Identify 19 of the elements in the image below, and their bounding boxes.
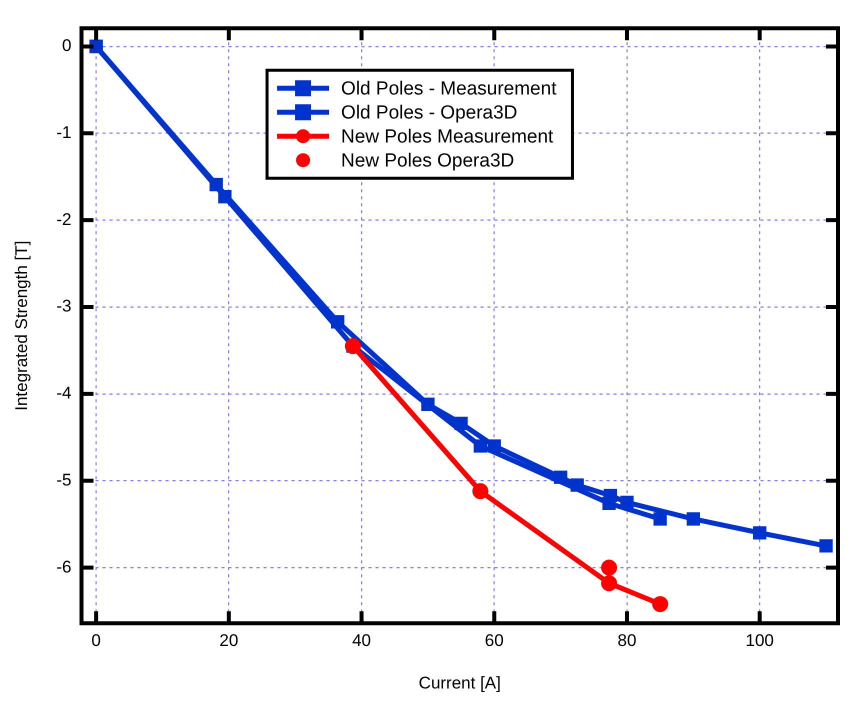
legend-label: Old Poles - Opera3D (341, 102, 518, 124)
legend-label: New Poles Measurement (341, 126, 554, 148)
y-tick-label: 0 (62, 36, 72, 56)
y-tick-label: -6 (56, 557, 72, 576)
y-tick-label: -5 (56, 470, 72, 490)
y-tick-label: -4 (56, 384, 72, 403)
x-tick-label: 0 (91, 631, 101, 650)
x-tick-label: 20 (219, 631, 238, 650)
legend-label: New Poles Opera3D (341, 150, 514, 172)
x-tick-label: 40 (352, 631, 372, 650)
x-tick-label: 60 (484, 631, 504, 650)
x-tick-label: 80 (618, 631, 636, 650)
y-tick-label: -1 (56, 122, 72, 142)
y-tick-label: -2 (56, 210, 72, 229)
y-axis-title: Integrated Strength [T] (12, 240, 31, 411)
x-tick-label: 100 (746, 631, 774, 650)
legend-label: Old Poles - Measurement (341, 78, 558, 100)
x-axis-title: Current [A] (418, 673, 501, 692)
y-tick-label: -3 (56, 296, 72, 316)
